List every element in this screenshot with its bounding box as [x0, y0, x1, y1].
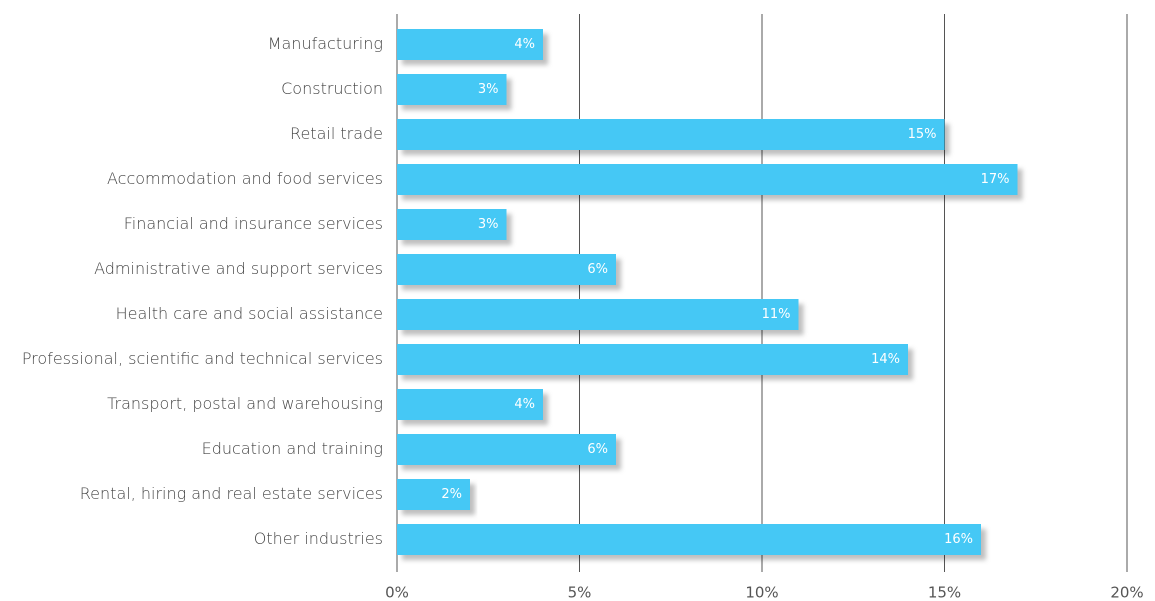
- y-tick-label: Transport, postal and warehousing: [107, 394, 383, 413]
- value-label: 2%: [441, 487, 462, 502]
- bar: [397, 209, 507, 240]
- bar: [397, 299, 799, 330]
- x-tick-label: 15%: [928, 584, 961, 601]
- bar: [397, 389, 543, 420]
- bar: [397, 524, 981, 555]
- y-tick-label: Other industries: [254, 529, 383, 548]
- x-tick-label: 0%: [385, 584, 409, 601]
- y-tick-label: Manufacturing: [268, 34, 383, 53]
- y-tick-label: Professional, scientific and technical s…: [22, 349, 383, 368]
- y-tick-label: Financial and insurance services: [124, 214, 383, 233]
- y-tick-label: Rental, hiring and real estate services: [80, 484, 383, 503]
- x-tick-label: 10%: [745, 584, 778, 601]
- bar: [397, 29, 543, 60]
- bar: [397, 164, 1018, 195]
- value-label: 4%: [514, 397, 535, 412]
- value-label: 14%: [871, 352, 900, 367]
- value-label: 6%: [587, 442, 608, 457]
- x-tick-label: 5%: [568, 584, 592, 601]
- y-tick-label: Retail trade: [290, 124, 383, 143]
- value-label: 15%: [908, 127, 937, 142]
- y-tick-label: Administrative and support services: [94, 259, 383, 278]
- bar: [397, 254, 616, 285]
- y-tick-label: Education and training: [202, 439, 383, 458]
- value-label: 16%: [944, 532, 973, 547]
- bar: [397, 344, 908, 375]
- y-tick-label: Accommodation and food services: [107, 169, 383, 188]
- bar: [397, 119, 945, 150]
- bar: [397, 74, 507, 105]
- value-label: 3%: [478, 82, 499, 97]
- value-label: 6%: [587, 262, 608, 277]
- y-tick-label: Construction: [281, 79, 383, 98]
- value-label: 3%: [478, 217, 499, 232]
- value-label: 4%: [514, 37, 535, 52]
- x-tick-label: 20%: [1110, 584, 1143, 601]
- y-tick-label: Health care and social assistance: [116, 304, 383, 323]
- bar: [397, 434, 616, 465]
- bar: [397, 479, 470, 510]
- value-label: 17%: [981, 172, 1010, 187]
- value-label: 11%: [762, 307, 791, 322]
